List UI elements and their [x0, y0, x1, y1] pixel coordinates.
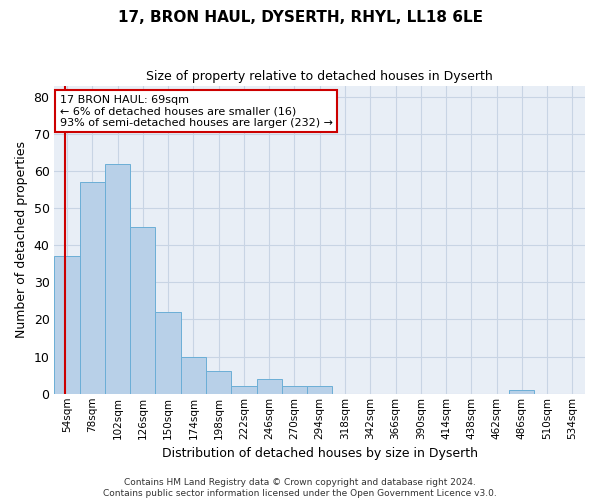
- Bar: [80, 182, 105, 394]
- Text: 17 BRON HAUL: 69sqm
← 6% of detached houses are smaller (16)
93% of semi-detache: 17 BRON HAUL: 69sqm ← 6% of detached hou…: [60, 95, 333, 128]
- Bar: [509, 390, 535, 394]
- Bar: [282, 386, 307, 394]
- Bar: [257, 379, 282, 394]
- Bar: [231, 386, 257, 394]
- Text: Contains HM Land Registry data © Crown copyright and database right 2024.
Contai: Contains HM Land Registry data © Crown c…: [103, 478, 497, 498]
- Bar: [155, 312, 181, 394]
- Y-axis label: Number of detached properties: Number of detached properties: [15, 141, 28, 338]
- Bar: [206, 372, 231, 394]
- Bar: [130, 226, 155, 394]
- Bar: [55, 256, 80, 394]
- Bar: [181, 356, 206, 394]
- Title: Size of property relative to detached houses in Dyserth: Size of property relative to detached ho…: [146, 70, 493, 83]
- X-axis label: Distribution of detached houses by size in Dyserth: Distribution of detached houses by size …: [162, 447, 478, 460]
- Text: 17, BRON HAUL, DYSERTH, RHYL, LL18 6LE: 17, BRON HAUL, DYSERTH, RHYL, LL18 6LE: [118, 10, 482, 25]
- Bar: [105, 164, 130, 394]
- Bar: [307, 386, 332, 394]
